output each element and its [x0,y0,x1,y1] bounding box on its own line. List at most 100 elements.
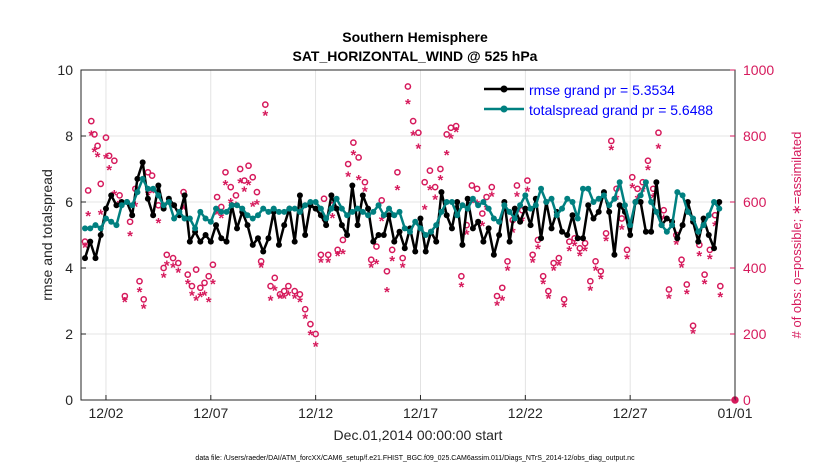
rmse-point [648,228,655,235]
obs-possible-marker [655,129,662,137]
rmse-point [207,238,214,245]
totalspread-point [611,195,618,202]
obs-possible-marker [644,157,652,165]
obs-assimilated-marker: * [561,299,567,316]
obs-possible-marker [576,244,584,252]
obs-assimilated-marker: * [666,291,672,308]
x-ticks: 12/02 12/07 12/12 12/17 12/22 12/27 01/01 [88,395,753,421]
obs-assimilated-marker: * [661,212,667,229]
totalspread-point [663,228,670,235]
obs-assimilated-marker: * [582,243,588,260]
rmse-point [438,189,445,196]
obs-possible-marker [312,330,319,338]
obs-possible-marker [163,251,171,259]
obs-assimilated-marker: * [181,202,187,219]
totalspread-point [380,212,387,219]
totalspread-point [433,222,440,229]
totalspread-point [144,185,151,192]
obs-assimilated-marker: * [185,276,191,293]
obs-assimilated-marker: * [141,301,147,318]
obs-assimilated-marker: * [551,263,557,280]
obs-assimilated-marker: * [384,284,390,301]
rmse-point [171,202,178,209]
obs-assimilated-marker: * [82,240,88,257]
rmse-point [312,205,319,212]
obs-assimilated-marker: * [405,96,411,113]
rmse-point [144,195,151,202]
totalspread-point [716,205,723,212]
totalspread-point [511,215,518,222]
obs-possible-marker [257,258,265,265]
totalspread-point [207,218,214,225]
obs-assimilated-marker: * [197,289,203,306]
obs-possible-marker [355,154,362,161]
obs-assimilated-marker: * [218,210,224,227]
obs-assimilated-marker: * [437,172,443,189]
rmse-point [627,232,634,238]
obs-assimilated-marker: * [88,127,94,144]
rmse-point [496,232,503,238]
rmse-point [443,212,450,219]
totalspread-point [281,208,288,215]
y-tick-label-right: 0 [743,392,751,408]
totalspread-point [92,222,99,229]
totalspread-point [176,208,183,215]
totalspread-point [501,202,508,209]
obs-assimilated-marker: * [379,213,385,230]
totalspread-point [150,185,157,192]
totalspread-point [496,218,503,225]
rmse-point [213,222,220,229]
rmse-point [569,212,576,219]
rmse-point [401,245,408,252]
rmse-point [108,192,115,199]
title-line-1: Southern Hemisphere [342,29,488,45]
totalspread-point [564,195,571,202]
series-layer [82,159,723,262]
totalspread-point [600,192,607,199]
rmse-point [234,225,241,232]
obs-possible-marker [678,256,685,264]
obs-assimilated-marker: * [603,233,609,250]
obs-possible-marker [607,137,615,145]
obs-assimilated-marker: * [545,291,551,308]
rmse-point [386,212,393,219]
obs-possible-marker [539,272,547,280]
obs-assimilated-marker: * [489,188,495,205]
totalspread-point [186,215,193,222]
obs-possible-marker [160,264,167,272]
obs-assimilated-marker: * [645,162,651,179]
obs-possible-marker [443,131,451,138]
totalspread-point [202,215,209,222]
totalspread-point [527,205,534,212]
obs-possible-marker [683,281,691,288]
rmse-point [202,232,209,238]
obs-assimilated-marker: * [175,264,181,281]
obs-assimilated-marker: * [679,259,685,276]
obs-possible-marker [116,192,123,199]
rmse-point [344,232,351,238]
obs-possible-marker [581,239,589,247]
totalspread-point [165,199,172,205]
obs-possible-marker [87,117,95,125]
rmse-point [129,212,136,219]
rmse-point [349,182,356,189]
obs-assimilated-marker: * [318,254,324,271]
totalspread-point [181,215,188,222]
obs-possible-marker [291,287,299,295]
rmse-point [391,238,398,245]
obs-assimilated-marker: * [696,248,702,265]
obs-possible-marker [94,142,101,150]
totalspread-point [234,202,241,209]
rmse-point [579,235,586,242]
obs-possible-marker [634,185,641,193]
obs-possible-marker [513,182,521,189]
totalspread-point [417,225,424,232]
rmse-point [275,241,282,248]
rmse-point [323,222,330,229]
legend-totalspread-marker [500,105,508,113]
obs-assimilated-marker: * [155,215,161,232]
rmse-point [92,255,99,262]
totalspread-point [354,205,361,212]
obs-assimilated-marker: * [189,287,195,304]
obs-possible-marker [271,274,279,282]
